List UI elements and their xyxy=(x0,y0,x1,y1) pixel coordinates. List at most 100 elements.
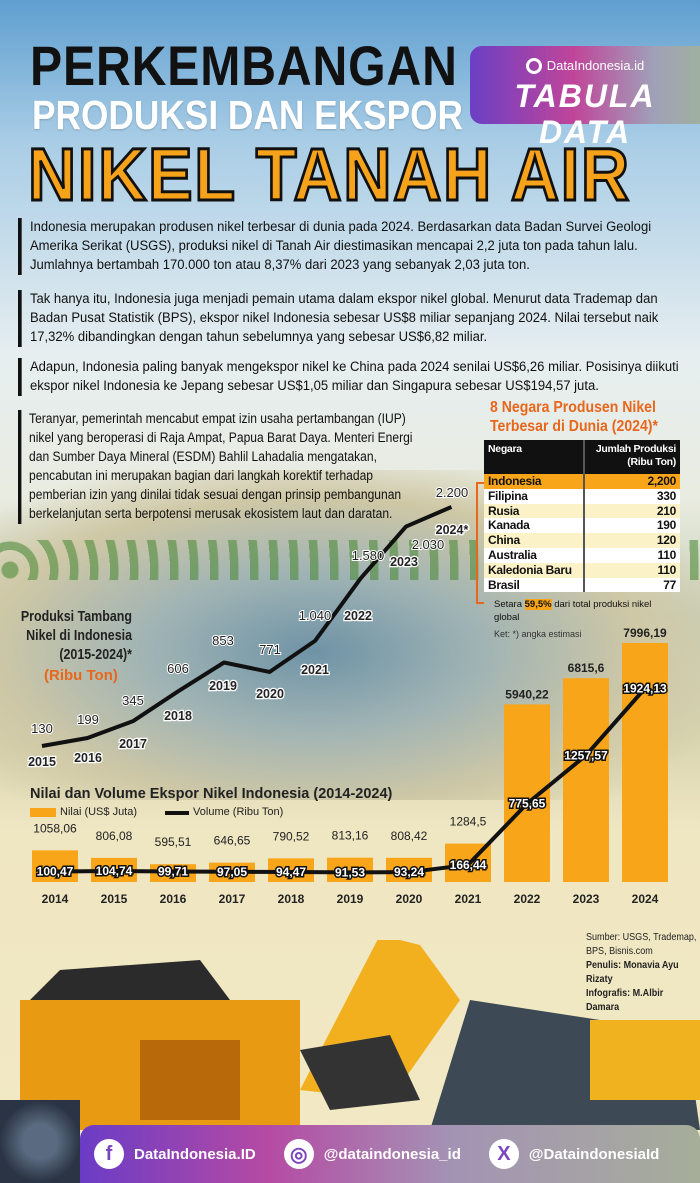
country-cell: China xyxy=(484,533,584,548)
facebook-link[interactable]: f DataIndonesia.ID xyxy=(94,1139,256,1169)
export-value-label: 813,16 xyxy=(332,829,369,843)
export-volume-label: 166,44 xyxy=(450,858,487,872)
production-year-label: 2024* xyxy=(436,523,469,537)
table-row: Australia 110 xyxy=(484,547,680,563)
table-row: Rusia 210 xyxy=(484,503,680,519)
credit-infographic: Infografis: M.Albir Damara xyxy=(586,987,664,1013)
production-value-label: 2.030 xyxy=(412,537,445,552)
coal-decoration xyxy=(0,1100,80,1183)
export-volume-label: 97,05 xyxy=(217,865,247,879)
production-year-label: 2023 xyxy=(390,555,418,569)
production-year-label: 2015 xyxy=(28,755,56,769)
export-volume-line xyxy=(54,687,647,875)
table-row: Kanada 190 xyxy=(484,518,680,534)
export-value-label: 6815,6 xyxy=(568,661,605,675)
production-cell: 120 xyxy=(583,533,680,548)
x-handle: @DataindonesiaId xyxy=(528,1145,660,1163)
production-year-label: 2019 xyxy=(209,679,237,693)
table-row: Filipina 330 xyxy=(484,488,680,504)
export-value-label: 806,08 xyxy=(96,829,133,843)
production-value-label: 1.040 xyxy=(299,608,332,623)
producer-table: Negara Jumlah Produksi (Ribu Ton) Indone… xyxy=(484,440,680,593)
export-volume-label: 775,65 xyxy=(509,797,546,811)
production-value-label: 606 xyxy=(167,661,189,676)
export-year-label: 2019 xyxy=(337,892,364,906)
table-footnote: Ket: *) angka estimasi xyxy=(494,629,582,639)
production-cell: 330 xyxy=(583,488,680,504)
brand-name: DataIndonesia.id xyxy=(546,58,645,73)
export-volume-label: 99,71 xyxy=(158,865,188,879)
export-year-label: 2015 xyxy=(101,892,128,906)
export-year-label: 2017 xyxy=(219,892,246,906)
export-value-label: 595,51 xyxy=(155,835,192,849)
credits: Sumber: USGS, Trademap, BPS, Bisnis.com … xyxy=(586,930,698,1014)
table-header-country: Negara xyxy=(484,440,584,474)
note-highlight: 59,5% xyxy=(524,599,552,610)
export-year-label: 2022 xyxy=(514,892,541,906)
country-cell: Kanada xyxy=(484,518,584,534)
export-volume-label: 100,47 xyxy=(37,864,74,878)
country-cell: Filipina xyxy=(484,488,584,504)
export-volume-label: 94,47 xyxy=(276,865,306,879)
production-cell: 210 xyxy=(583,503,680,519)
export-value-label: 1284,5 xyxy=(450,815,487,829)
production-year-label: 2016 xyxy=(74,751,102,765)
production-year-label: 2020 xyxy=(256,687,284,701)
export-volume-label: 93,24 xyxy=(394,865,424,879)
facebook-handle: DataIndonesia.ID xyxy=(134,1145,256,1163)
table-header-production: Jumlah Produksi (Ribu Ton) xyxy=(583,440,680,474)
export-volume-label: 91,53 xyxy=(335,865,365,879)
production-year-label: 2017 xyxy=(119,737,147,751)
export-legend: Nilai (US$ Juta) Volume (Ribu Ton) xyxy=(30,806,283,819)
instagram-link[interactable]: ◎ @dataindonesia_id xyxy=(283,1139,461,1169)
export-volume-label: 1257,57 xyxy=(564,748,608,762)
export-year-label: 2023 xyxy=(573,892,600,906)
country-cell: Rusia xyxy=(484,503,584,519)
production-cell: 2,200 xyxy=(583,474,680,489)
legend-swatch-value xyxy=(30,808,56,817)
instagram-handle: @dataindonesia_id xyxy=(323,1145,461,1163)
table-row: Indonesia 2,200 xyxy=(484,474,680,489)
legend-swatch-volume xyxy=(165,810,190,815)
production-cell: 110 xyxy=(583,562,680,578)
note-prefix: Setara xyxy=(494,599,525,610)
mining-machinery-illustration xyxy=(20,940,700,1130)
table-row: China 120 xyxy=(484,533,680,548)
production-value-label: 199 xyxy=(77,712,99,727)
legend-label-value: Nilai (US$ Juta) xyxy=(60,806,138,818)
production-value-label: 345 xyxy=(122,693,144,708)
x-link[interactable]: X @DataindonesiaId xyxy=(488,1139,660,1169)
excavator-cab xyxy=(590,1020,700,1100)
legend-label-volume: Volume (Ribu Ton) xyxy=(193,806,284,818)
production-cell: 190 xyxy=(583,518,680,534)
export-value-bar xyxy=(622,642,668,882)
title-line-3: NIKEL TANAH AIR xyxy=(27,133,631,216)
production-value-label: 2.200 xyxy=(436,485,469,500)
paragraph-2: Tak hanya itu, Indonesia juga menjadi pe… xyxy=(18,290,688,347)
title-line-1: PERKEMBANGAN xyxy=(30,34,458,97)
title-line-2: PRODUKSI DAN EKSPOR xyxy=(32,92,464,138)
export-year-label: 2018 xyxy=(278,892,305,906)
table-row: Brasil 77 xyxy=(484,577,680,593)
tabula-data-badge: DataIndonesia.id TABULA DATA xyxy=(470,46,700,150)
x-icon: X xyxy=(488,1139,519,1169)
ore-pile xyxy=(30,960,230,1000)
export-volume-label: 1924,13 xyxy=(623,681,667,695)
excavator-bucket xyxy=(300,1035,420,1110)
country-cell: Brasil xyxy=(484,577,584,593)
export-value-label: 808,42 xyxy=(391,829,428,843)
country-cell: Australia xyxy=(484,547,584,563)
production-value-label: 853 xyxy=(212,633,234,648)
export-value-label: 790,52 xyxy=(273,829,310,843)
dataindonesia-logo-icon xyxy=(525,58,542,74)
export-value-label: 646,65 xyxy=(214,834,251,848)
paragraph-1: Indonesia merupakan produsen nikel terbe… xyxy=(18,218,688,275)
table-note: Setara 59,5% dari total produksi nikel g… xyxy=(494,598,676,624)
production-value-label: 771 xyxy=(259,642,281,657)
production-chart-title: Produksi Tambang Nikel di Indonesia (201… xyxy=(20,608,132,663)
production-cell: 110 xyxy=(583,547,680,563)
export-value-bar xyxy=(563,678,609,882)
production-value-label: 1.580 xyxy=(352,548,385,563)
badge-title: TABULA DATA xyxy=(514,78,656,150)
